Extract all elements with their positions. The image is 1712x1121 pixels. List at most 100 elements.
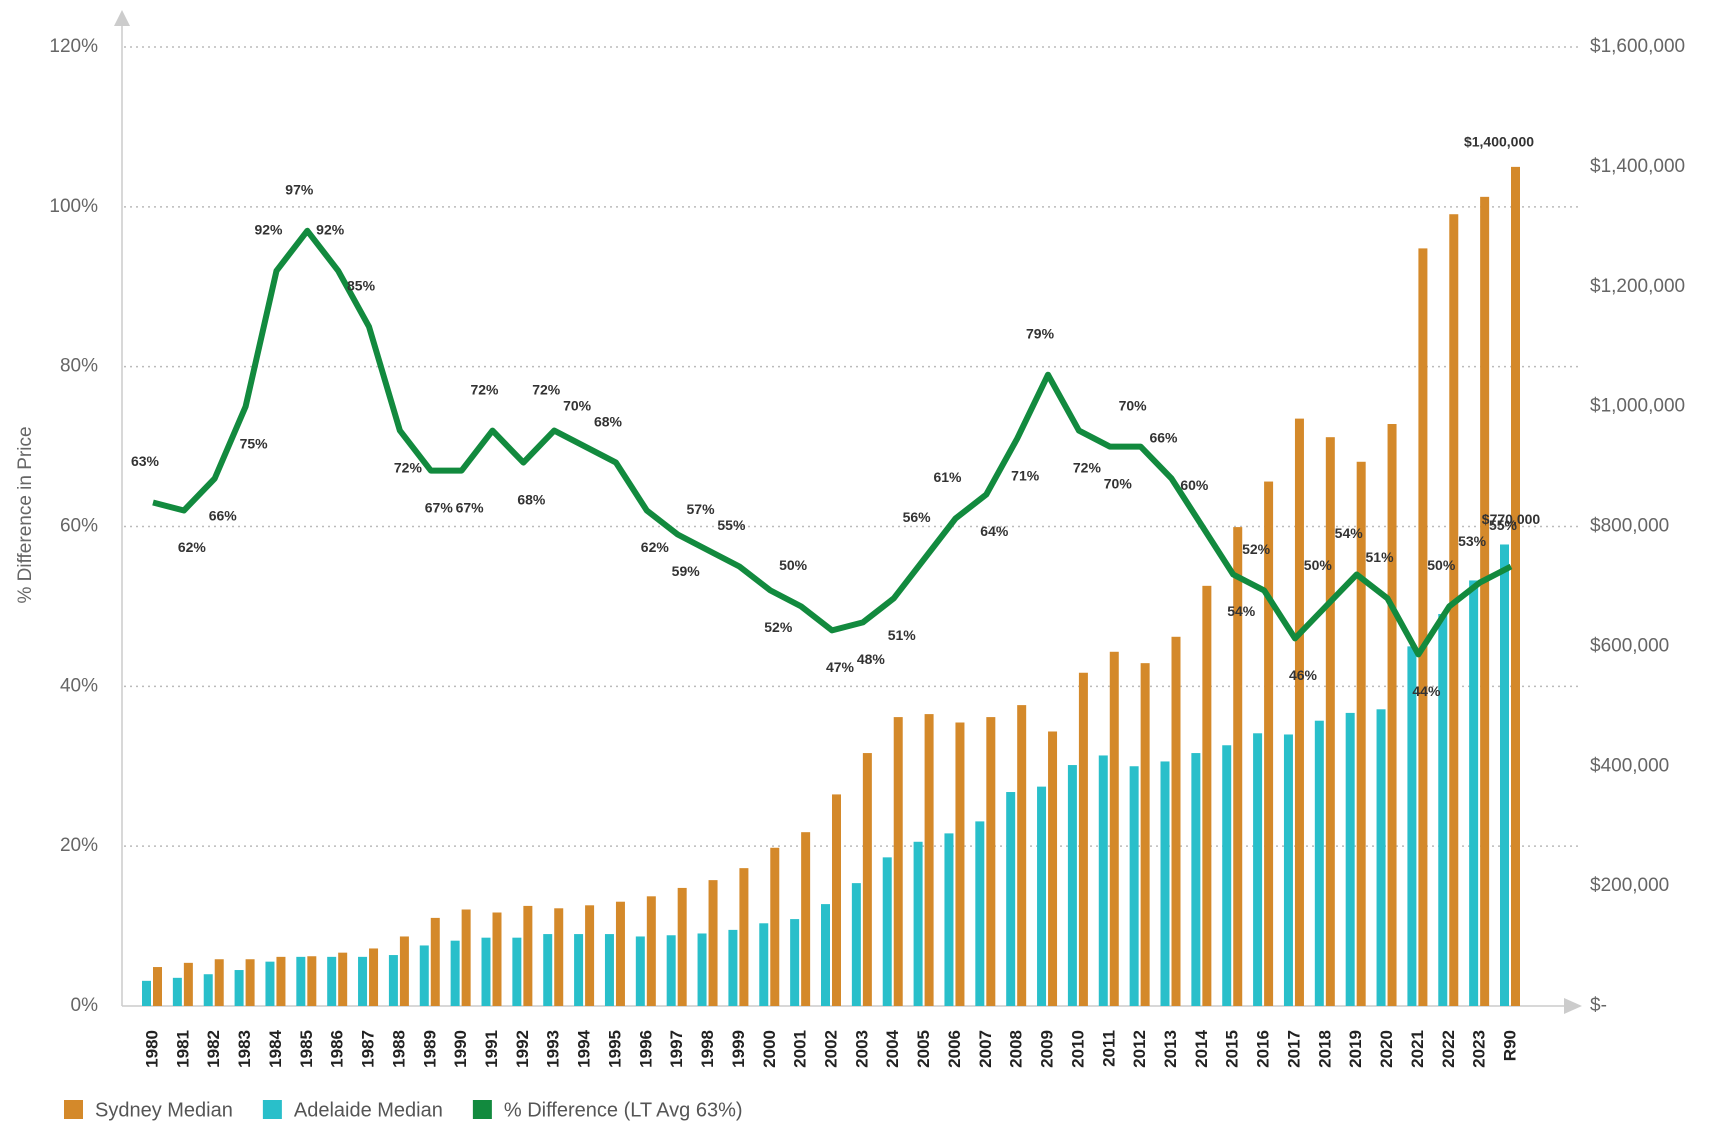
bar (1129, 766, 1139, 1006)
data-label: 52% (764, 619, 793, 635)
bar (1264, 481, 1274, 1006)
y-tick-label: 120% (49, 36, 98, 57)
bar (307, 956, 317, 1006)
legend-label: Adelaide Median (294, 1099, 443, 1121)
x-tick-label: 1985 (297, 1030, 316, 1068)
bar (770, 847, 780, 1006)
bar (492, 912, 502, 1006)
x-tick-label: 2012 (1130, 1030, 1149, 1068)
data-label: 59% (672, 563, 701, 579)
bar (1480, 196, 1490, 1006)
bar (1294, 418, 1304, 1006)
data-label: 67% (425, 499, 454, 515)
bar (214, 959, 224, 1006)
x-tick-label: 1998 (698, 1030, 717, 1068)
x-tick-label: 2018 (1315, 1030, 1334, 1068)
y-tick-label: 60% (60, 516, 98, 537)
x-tick-label: 2021 (1408, 1030, 1427, 1068)
x-tick-label: 1990 (451, 1030, 470, 1068)
bar (172, 977, 182, 1006)
x-tick-label: 1995 (605, 1030, 624, 1068)
bar (1387, 424, 1397, 1007)
data-label: 85% (347, 277, 376, 293)
legend-label: % Difference (LT Avg 63%) (504, 1099, 743, 1121)
data-label: 62% (641, 539, 670, 555)
bar (554, 908, 564, 1006)
bar (1407, 646, 1417, 1006)
bar (419, 945, 429, 1006)
bar (728, 929, 738, 1006)
bar (450, 940, 460, 1006)
y2-tick-label: $1,000,000 (1590, 396, 1685, 417)
bar (512, 937, 522, 1006)
bar (615, 901, 625, 1006)
x-tick-label: 1991 (482, 1030, 501, 1068)
x-tick-label: 2015 (1223, 1030, 1242, 1068)
bar (1314, 720, 1324, 1006)
bar (1048, 731, 1058, 1006)
y-tick-label: 80% (60, 356, 98, 377)
y2-tick-label: $1,400,000 (1590, 156, 1685, 177)
bar (646, 896, 656, 1006)
bar (338, 952, 348, 1006)
bar (430, 917, 440, 1006)
x-tick-label: 1983 (235, 1030, 254, 1068)
bar (1006, 792, 1016, 1006)
x-tick-label: 1987 (359, 1030, 378, 1068)
data-label: 66% (209, 507, 238, 523)
bar (893, 717, 903, 1006)
bar (759, 923, 769, 1006)
bar (327, 956, 337, 1006)
bar (1098, 755, 1108, 1006)
bar (790, 919, 800, 1006)
x-tick-label: 2002 (821, 1030, 840, 1068)
data-label: 54% (1227, 603, 1256, 619)
bar (399, 936, 409, 1006)
data-label: 48% (857, 651, 886, 667)
x-tick-label: 2011 (1099, 1030, 1118, 1067)
data-label: 53% (1458, 533, 1487, 549)
bar (153, 967, 162, 1006)
bar (666, 935, 676, 1006)
bar (1202, 585, 1212, 1006)
bar (1140, 663, 1150, 1006)
bar (1469, 580, 1479, 1006)
data-label: 61% (933, 469, 962, 485)
data-label: 62% (178, 539, 207, 555)
x-tick-label: 2017 (1284, 1030, 1303, 1068)
y-tick-label: 0% (71, 995, 99, 1016)
bar (481, 937, 491, 1006)
x-tick-label: 2020 (1377, 1030, 1396, 1068)
data-label: 72% (1073, 459, 1102, 475)
x-tick-label: 2006 (945, 1030, 964, 1068)
bar (388, 955, 398, 1006)
bar (245, 959, 255, 1006)
bar (832, 794, 841, 1006)
bar (265, 961, 275, 1006)
bar (1233, 527, 1243, 1006)
x-tick-label: 1992 (513, 1030, 532, 1068)
y2-tick-label: $1,200,000 (1590, 276, 1685, 297)
bar (1356, 461, 1366, 1007)
bar (461, 909, 471, 1006)
data-label: 51% (1366, 549, 1395, 565)
bar (924, 714, 934, 1006)
data-label: 56% (903, 509, 932, 525)
bar (944, 833, 954, 1006)
bar (1449, 214, 1459, 1006)
bar (821, 904, 830, 1006)
bar (358, 956, 368, 1006)
data-label: 72% (532, 381, 561, 397)
x-tick-label: 1988 (389, 1030, 408, 1068)
y-tick-label: 100% (49, 196, 98, 217)
data-label: 50% (1427, 557, 1456, 573)
bar (574, 934, 584, 1006)
x-tick-label: 1999 (729, 1030, 748, 1068)
bar (1418, 248, 1428, 1006)
x-tick-label: 2001 (791, 1030, 810, 1068)
bar (1500, 544, 1509, 1006)
x-tick-label: 2007 (976, 1030, 995, 1068)
data-label: 67% (456, 499, 485, 515)
x-tick-label: 2014 (1192, 1029, 1211, 1067)
